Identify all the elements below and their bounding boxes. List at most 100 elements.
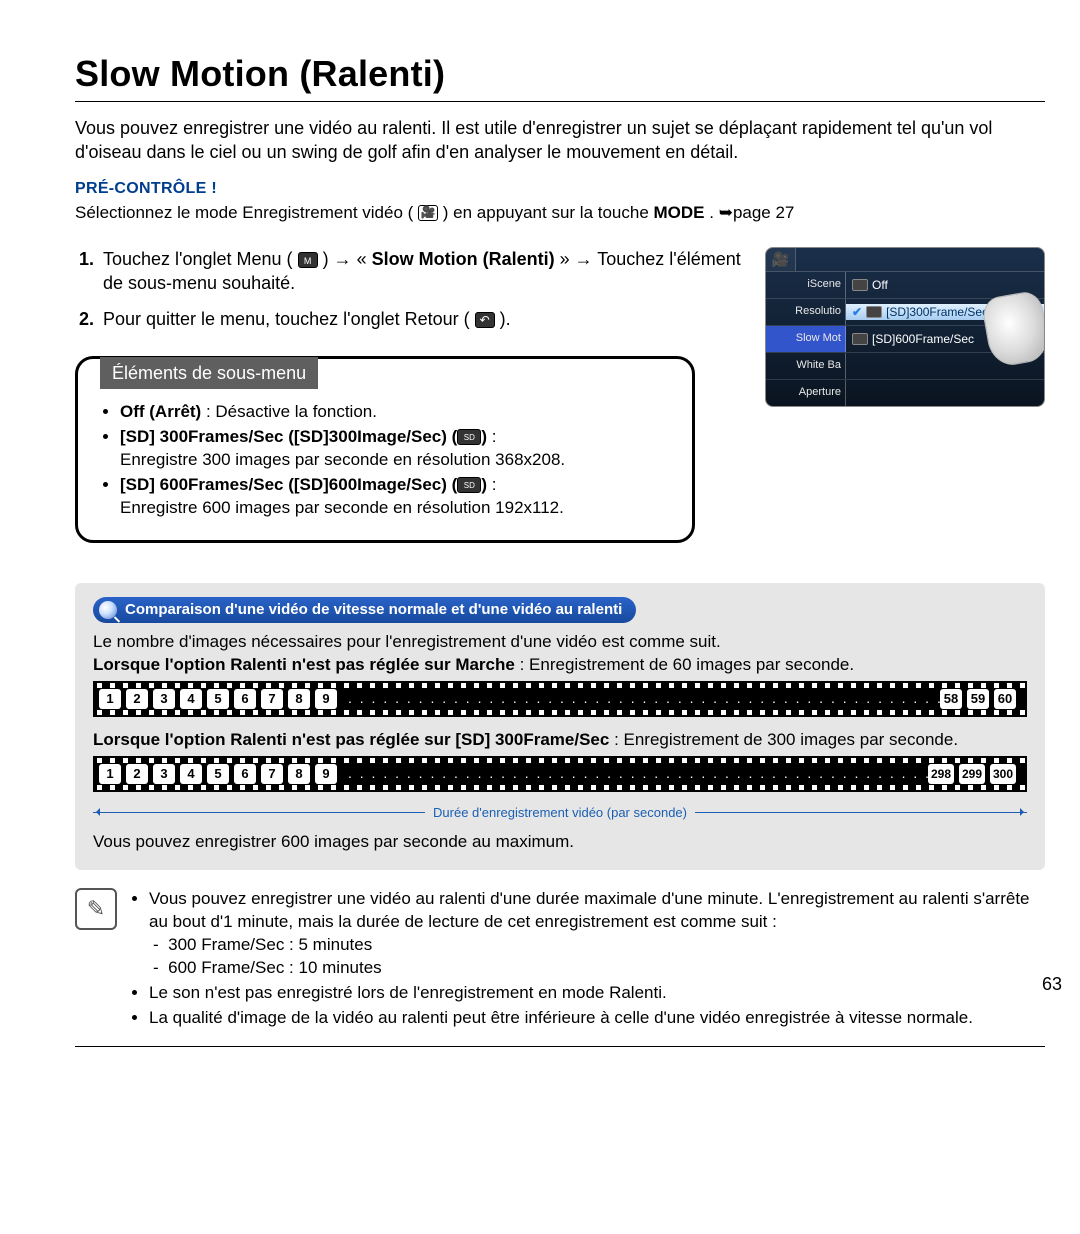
screen-left-slowmo: Slow Mot xyxy=(766,326,846,352)
note-3: La qualité d'image de la vidéo au ralent… xyxy=(149,1007,1045,1030)
arrow-right-icon xyxy=(695,812,1027,813)
o600-b: [SD] 600Frames/Sec ([SD]600Image/Sec) ( xyxy=(120,475,457,494)
ellipsis: . . . . . . . . . . . . . . . . . . . . … xyxy=(342,689,940,708)
submenu-box: Éléments de sous-menu Off (Arrêt) : Désa… xyxy=(75,356,695,543)
s1bold: Slow Motion (Ralenti) xyxy=(372,249,555,269)
o600-t: Enregistre 600 images par seconde en rés… xyxy=(120,498,564,517)
page-title: Slow Motion (Ralenti) xyxy=(75,50,1045,99)
sd-icon xyxy=(457,429,481,445)
off-label: Off xyxy=(872,277,888,293)
frame: 58 xyxy=(940,689,962,709)
precheck-c: . ➥page 27 xyxy=(709,203,794,222)
n1: Vous pouvez enregistrer une vidéo au ral… xyxy=(149,889,1030,931)
s1a: Touchez l'onglet Menu ( xyxy=(103,249,293,269)
frame: 8 xyxy=(288,689,310,709)
menu-icon xyxy=(298,252,318,268)
frame: 3 xyxy=(153,764,175,784)
camera-icon xyxy=(418,205,438,221)
frame: 5 xyxy=(207,764,229,784)
title-rule xyxy=(75,101,1045,102)
comparison-pill: Comparaison d'une vidéo de vitesse norma… xyxy=(93,597,636,623)
precheck-heading: PRÉ-CONTRÔLE ! xyxy=(75,178,1045,200)
frame: 60 xyxy=(994,689,1016,709)
s2b: ). xyxy=(500,309,511,329)
frame: 8 xyxy=(288,764,310,784)
frame: 4 xyxy=(180,689,202,709)
s2a: Pour quitter le menu, touchez l'onglet R… xyxy=(103,309,470,329)
timeline-label: Durée d'enregistrement vidéo (par second… xyxy=(433,804,687,822)
filmstrip-300: 123456789 . . . . . . . . . . . . . . . .… xyxy=(93,756,1027,792)
frame: 6 xyxy=(234,764,256,784)
pill-text: Comparaison d'une vidéo de vitesse norma… xyxy=(125,600,622,620)
screen-left-wb: White Ba xyxy=(766,353,846,379)
compare-footer: Vous pouvez enregistrer 600 images par s… xyxy=(93,831,1027,854)
screen-left-aperture: Aperture xyxy=(766,380,846,406)
opt300-label: [SD]300Frame/Sec xyxy=(886,304,988,320)
frame: 298 xyxy=(928,764,954,784)
frame: 1 xyxy=(99,689,121,709)
return-icon xyxy=(475,312,495,328)
s1b: ) → « xyxy=(323,249,372,269)
note-1: Vous pouvez enregistrer une vidéo au ral… xyxy=(149,888,1045,980)
frame: 1 xyxy=(99,764,121,784)
magnifier-icon xyxy=(99,601,117,619)
n1b: 600 Frame/Sec : 10 minutes xyxy=(168,958,382,977)
compare-line2: Lorsque l'option Ralenti n'est pas réglé… xyxy=(93,654,1027,677)
frame: 4 xyxy=(180,764,202,784)
l3b: Lorsque l'option Ralenti n'est pas réglé… xyxy=(93,730,609,749)
frame: 5 xyxy=(207,689,229,709)
submenu-title: Éléments de sous-menu xyxy=(100,357,318,389)
compare-line1: Le nombre d'images nécessaires pour l'en… xyxy=(93,631,1027,654)
screen-opt-off: Off xyxy=(846,277,1044,293)
note-icon: ✎ xyxy=(75,888,117,930)
submenu-300: [SD] 300Frames/Sec ([SD]300Image/Sec) ()… xyxy=(120,426,670,472)
precheck-a: Sélectionnez le mode Enregistrement vidé… xyxy=(75,203,413,222)
frame: 300 xyxy=(990,764,1016,784)
precheck-b: ) en appuyant sur la touche xyxy=(443,203,654,222)
l2b: Lorsque l'option Ralenti n'est pas réglé… xyxy=(93,655,515,674)
intro-text: Vous pouvez enregistrer une vidéo au ral… xyxy=(75,116,1045,165)
screen-left-res: Resolutio xyxy=(766,299,846,325)
frame: 2 xyxy=(126,689,148,709)
submenu-off: Off (Arrêt) : Désactive la fonction. xyxy=(120,401,670,424)
note-2: Le son n'est pas enregistré lors de l'en… xyxy=(149,982,1045,1005)
frame: 299 xyxy=(959,764,985,784)
off-t: : Désactive la fonction. xyxy=(201,402,377,421)
o300-b: [SD] 300Frames/Sec ([SD]300Image/Sec) ( xyxy=(120,427,457,446)
screen-cam-icon: 🎥 xyxy=(766,247,796,271)
screen-left-iscene: iScene xyxy=(766,272,846,298)
precheck-line: Sélectionnez le mode Enregistrement vidé… xyxy=(75,202,1045,225)
o300-t: Enregistre 300 images par seconde en rés… xyxy=(120,450,565,469)
steps-list: Touchez l'onglet Menu ( ) → « Slow Motio… xyxy=(75,247,745,332)
arrow-left-icon xyxy=(93,812,425,813)
notes-section: ✎ Vous pouvez enregistrer une vidéo au r… xyxy=(75,888,1045,1032)
comparison-box: Comparaison d'une vidéo de vitesse norma… xyxy=(75,583,1045,871)
step-1: Touchez l'onglet Menu ( ) → « Slow Motio… xyxy=(99,247,745,296)
off-b: Off (Arrêt) xyxy=(120,402,201,421)
bottom-rule xyxy=(75,1046,1045,1047)
frame: 2 xyxy=(126,764,148,784)
compare-line3: Lorsque l'option Ralenti n'est pas réglé… xyxy=(93,729,1027,752)
page-number: 63 xyxy=(1042,972,1062,996)
opt600-label: [SD]600Frame/Sec xyxy=(872,331,974,347)
frame: 3 xyxy=(153,689,175,709)
timeline: Durée d'enregistrement vidéo (par second… xyxy=(93,804,1027,822)
l2t: : Enregistrement de 60 images par second… xyxy=(515,655,854,674)
filmstrip-60: 123456789 . . . . . . . . . . . . . . . .… xyxy=(93,681,1027,717)
check-icon: ✔ xyxy=(852,304,862,320)
n1a: 300 Frame/Sec : 5 minutes xyxy=(168,935,372,954)
sd-icon xyxy=(457,477,481,493)
ellipsis: . . . . . . . . . . . . . . . . . . . . … xyxy=(342,764,928,783)
frame: 9 xyxy=(315,689,337,709)
sd-mini-icon xyxy=(852,333,868,345)
sd-mini-icon xyxy=(866,306,882,318)
frame: 7 xyxy=(261,689,283,709)
frame: 7 xyxy=(261,764,283,784)
sd-mini-icon xyxy=(852,279,868,291)
mode-label: MODE xyxy=(654,203,705,222)
frame: 59 xyxy=(967,689,989,709)
frame: 9 xyxy=(315,764,337,784)
frame: 6 xyxy=(234,689,256,709)
l3t: : Enregistrement de 300 images par secon… xyxy=(609,730,958,749)
submenu-600: [SD] 600Frames/Sec ([SD]600Image/Sec) ()… xyxy=(120,474,670,520)
